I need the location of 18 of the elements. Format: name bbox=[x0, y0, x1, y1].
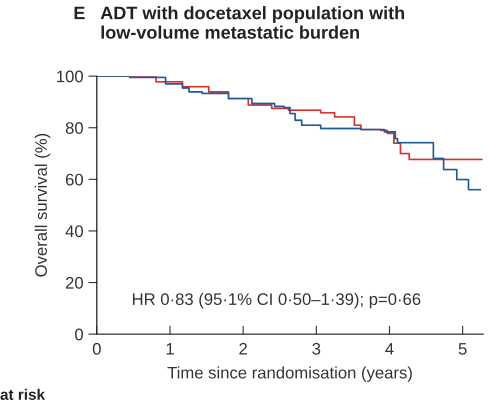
y-tick-label: 100 bbox=[57, 70, 83, 82]
x-tick-label: 2 bbox=[239, 342, 247, 355]
y-tick-label: 20 bbox=[66, 276, 83, 289]
y-tick-label: 60 bbox=[66, 174, 83, 186]
x-tick-label: 3 bbox=[312, 342, 320, 355]
x-tick-label: 5 bbox=[458, 343, 467, 355]
x-axis-title: Time since randomisation (years) bbox=[167, 366, 412, 382]
text: at risk bbox=[0, 388, 46, 400]
y-tick-label: 0 bbox=[75, 328, 83, 340]
text: E bbox=[74, 6, 85, 20]
x-tick-label: 4 bbox=[385, 343, 394, 355]
y-tick-label: 80 bbox=[66, 122, 83, 134]
x-tick-label: 0 bbox=[92, 342, 101, 355]
x-tick-label: 1 bbox=[166, 343, 174, 355]
y-tick-label: 40 bbox=[65, 225, 83, 238]
y-axis-title: Overall survival (%) bbox=[34, 134, 50, 277]
chart-title: ADT with docetaxel population with low-volume metastatic burden bbox=[100, 6, 404, 39]
annotation: HR 0·83 (95·1% CI 0·50–1·39); p=0·66 bbox=[132, 292, 420, 308]
